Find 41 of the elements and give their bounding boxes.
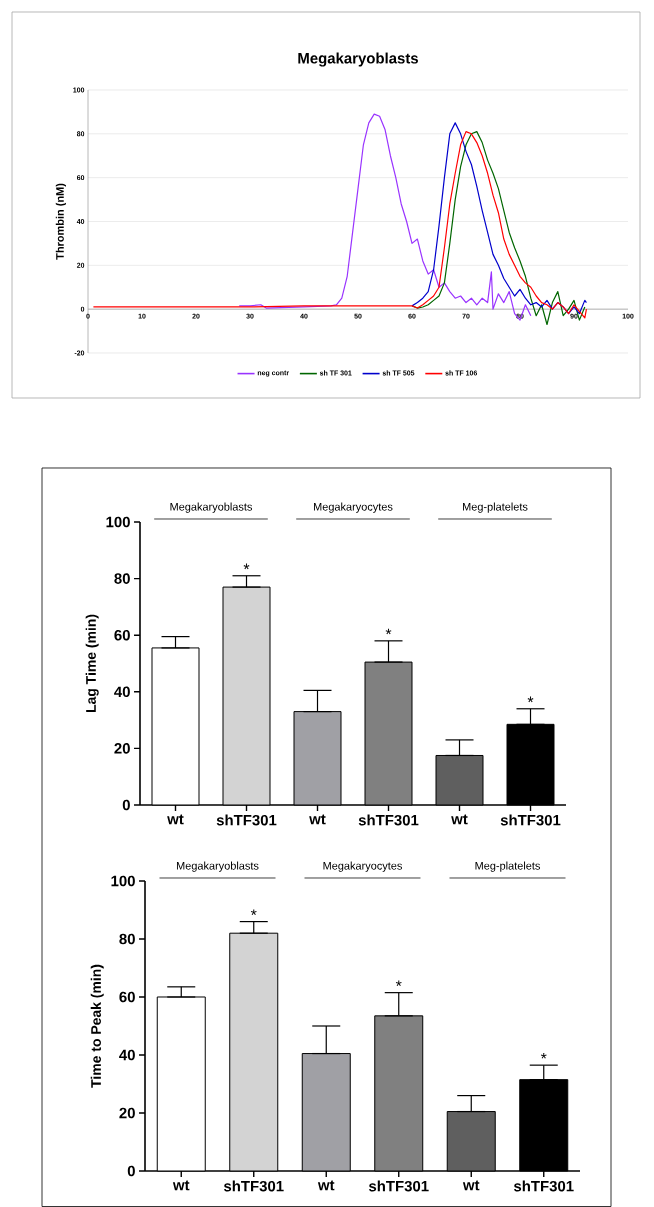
data-label: *: [385, 628, 392, 635]
data-label: *: [395, 980, 402, 987]
y-tick-label: 80: [114, 573, 130, 584]
x-tick-label: shTF301: [216, 814, 277, 826]
text: Meg-platelets: [463, 502, 528, 513]
x-tick-label: wt: [167, 814, 184, 825]
x-tick-label: shTF301: [223, 1180, 284, 1192]
x-tick-label: wt: [317, 1180, 335, 1191]
y-axis-title: Lag Time (min): [85, 614, 99, 713]
y-tick-label: 0: [127, 1165, 135, 1177]
text: Megakaryoblasts: [170, 502, 253, 513]
x-tick-label: wt: [462, 1180, 480, 1191]
y-tick-label: 80: [119, 933, 135, 945]
text: Megakaryocytes: [314, 502, 393, 513]
y-axis-title: Thrombin (nM): [55, 183, 66, 260]
text: Megakaryocytes: [323, 861, 402, 872]
x-tick-label: wt: [309, 814, 326, 825]
line-series: [238, 113, 532, 321]
y-tick-label: 60: [114, 629, 130, 641]
x-tick-label: shTF301: [513, 1180, 574, 1192]
x-tick-label: shTF301: [368, 1180, 429, 1192]
y-tick-label: 100: [111, 875, 135, 887]
y-tick-label: 60: [119, 991, 135, 1003]
y-tick-label: 40: [119, 1049, 135, 1061]
y-tick-label: 20: [114, 743, 130, 754]
data-label: *: [250, 909, 257, 916]
data-label: *: [527, 696, 534, 703]
y-tick-label: 0: [122, 799, 130, 811]
data-label: *: [540, 1052, 547, 1059]
y-axis-title: Time to Peak (min): [90, 964, 104, 1088]
chart-title: Megakaryoblasts: [298, 52, 418, 67]
y-tick-label: 100: [106, 516, 130, 528]
y-tick-label: 40: [114, 686, 130, 698]
x-tick-label: wt: [451, 814, 468, 825]
x-tick-label: shTF301: [358, 814, 419, 826]
y-tick-label: 20: [119, 1107, 135, 1119]
x-tick-label: shTF301: [500, 814, 561, 826]
text: Meg-platelets: [475, 861, 540, 872]
data-label: *: [243, 563, 250, 570]
text: Megakaryoblasts: [176, 861, 259, 872]
x-tick-label: wt: [172, 1180, 190, 1191]
